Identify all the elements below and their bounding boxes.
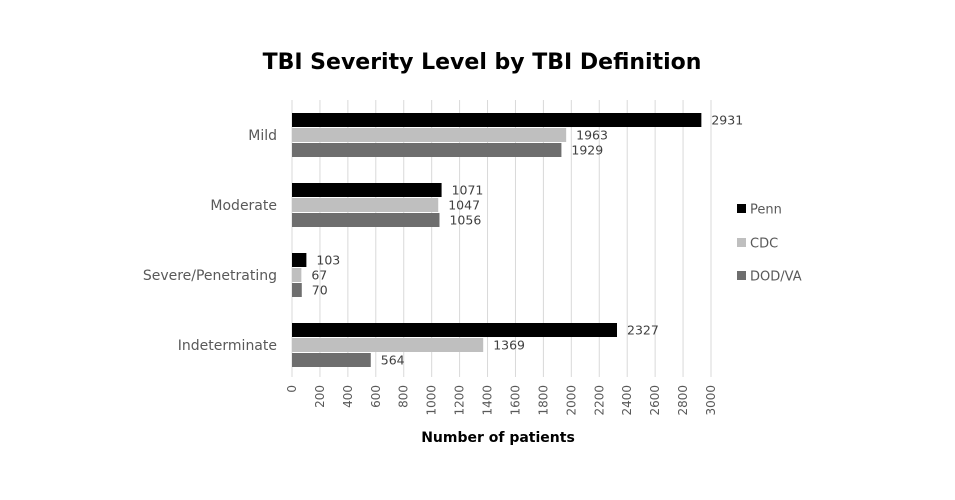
legend-swatch <box>737 238 746 247</box>
legend-label: DOD/VA <box>750 270 802 285</box>
x-tick-label: 600 <box>369 385 383 408</box>
data-label: 1929 <box>571 143 603 158</box>
legend: Penn CDC DOD/VA <box>737 203 802 285</box>
legend-swatch <box>737 204 746 213</box>
x-axis-label: Number of patients <box>421 430 575 446</box>
data-label: 564 <box>381 353 405 368</box>
category-labels: Mild Moderate Severe/Penetrating Indetermin… <box>143 128 277 354</box>
data-label: 67 <box>311 268 327 283</box>
data-label: 2931 <box>711 113 743 128</box>
x-tick-label: 3000 <box>704 385 718 416</box>
data-label: 70 <box>312 283 328 298</box>
x-tick-labels: 0 200 400 600 800 1000 1200 1400 1600 1800 2000 220… <box>285 385 718 416</box>
x-tick-label: 1400 <box>481 385 495 416</box>
data-label: 2327 <box>627 323 659 338</box>
data-label: 1369 <box>493 338 525 353</box>
x-tick-label: 2800 <box>676 385 690 416</box>
x-tick-label: 2000 <box>564 385 578 416</box>
bars <box>292 113 702 367</box>
category-label: Severe/Penetrating <box>143 268 277 284</box>
bar <box>292 213 440 227</box>
category-label: Mild <box>248 128 277 144</box>
x-tick-label: 1200 <box>453 385 467 416</box>
x-tick-label: 1000 <box>425 385 439 416</box>
legend-label: CDC <box>750 237 778 252</box>
bar <box>292 143 562 157</box>
bar <box>292 268 302 282</box>
x-tick-label: 800 <box>397 385 411 408</box>
bar <box>292 323 618 337</box>
x-tick-label: 1600 <box>508 385 522 416</box>
data-label: 1056 <box>449 213 481 228</box>
x-tick-label: 200 <box>313 385 327 408</box>
category-label: Moderate <box>210 198 277 214</box>
data-label: 1071 <box>452 183 484 198</box>
legend-swatch <box>737 271 746 280</box>
bar <box>292 128 567 142</box>
x-tick-label: 400 <box>341 385 355 408</box>
x-tick-label: 2400 <box>620 385 634 416</box>
x-tick-label: 0 <box>285 385 299 393</box>
bar <box>292 253 307 267</box>
bar <box>292 283 302 297</box>
x-tick-label: 2600 <box>648 385 662 416</box>
x-tick-label: 2200 <box>592 385 606 416</box>
bar <box>292 113 702 127</box>
bar <box>292 353 371 367</box>
chart-title: TBI Severity Level by TBI Definition <box>263 50 702 75</box>
bar <box>292 183 442 197</box>
data-label: 103 <box>316 253 340 268</box>
bar <box>292 338 484 352</box>
legend-label: Penn <box>750 203 782 218</box>
category-label: Indeterminate <box>178 338 277 354</box>
data-label: 1963 <box>576 128 608 143</box>
data-label: 1047 <box>448 198 480 213</box>
x-tick-label: 1800 <box>536 385 550 416</box>
bar <box>292 198 439 212</box>
